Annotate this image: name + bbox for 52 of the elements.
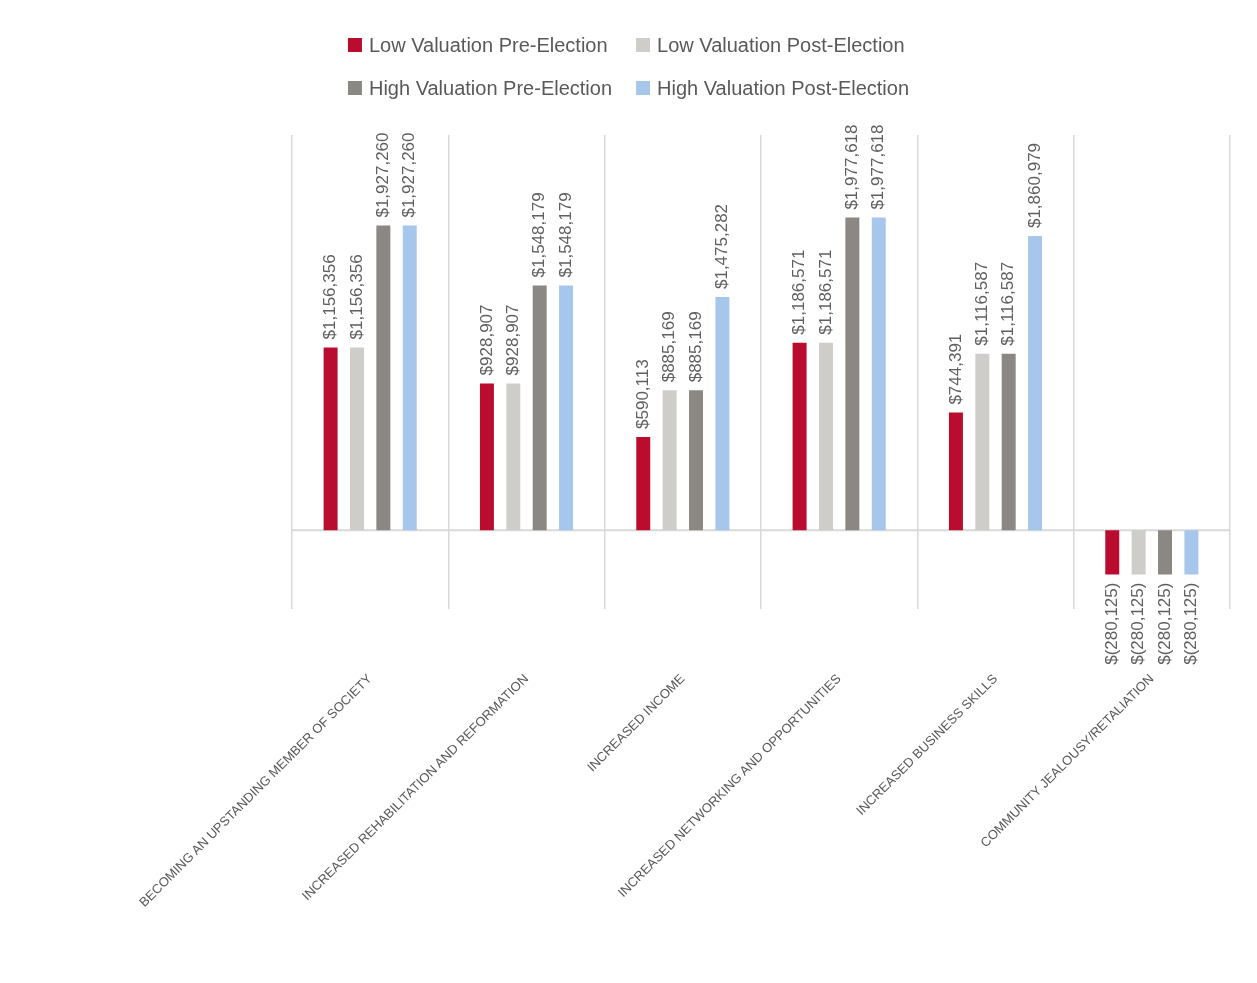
legend-label: High Valuation Post-Election xyxy=(657,76,910,99)
bar xyxy=(479,383,494,531)
bar xyxy=(845,217,860,531)
bar xyxy=(1105,530,1120,575)
bar xyxy=(1184,530,1199,575)
bar xyxy=(506,383,521,531)
data-label: $744,391 xyxy=(945,333,965,405)
bar xyxy=(662,390,677,531)
bar xyxy=(818,342,833,531)
bar xyxy=(948,412,963,531)
bar xyxy=(975,353,990,531)
bar xyxy=(1028,236,1043,531)
data-label: $1,116,587 xyxy=(972,261,991,346)
bar xyxy=(689,390,704,531)
bar xyxy=(1158,530,1173,575)
bar xyxy=(792,342,807,531)
bar xyxy=(1131,530,1146,575)
data-label: $(280,125) xyxy=(1101,582,1121,665)
bar xyxy=(715,297,730,531)
bar xyxy=(1001,353,1016,531)
bar xyxy=(532,285,547,531)
bar xyxy=(559,285,574,531)
data-label: $1,548,179 xyxy=(529,192,549,278)
data-label: $1,475,282 xyxy=(712,203,732,290)
data-label: $1,927,260 xyxy=(373,132,393,218)
data-label: $1,156,356 xyxy=(346,254,366,340)
data-label: $1,186,571 xyxy=(815,249,835,335)
data-label: $885,169 xyxy=(659,311,679,383)
bar xyxy=(376,225,391,531)
data-label: $928,907 xyxy=(476,304,496,376)
legend-label: High Valuation Pre-Election xyxy=(368,76,613,99)
data-label: $(280,125) xyxy=(1128,582,1148,665)
legend-label: Low Valuation Post-Election xyxy=(657,33,905,56)
data-label: $1,977,618 xyxy=(842,124,862,210)
data-label: $1,927,260 xyxy=(399,132,419,218)
bar xyxy=(636,436,651,531)
bar xyxy=(323,347,338,531)
data-label: $1,860,979 xyxy=(1024,142,1044,229)
bar xyxy=(871,217,886,531)
data-label: $1,116,587 xyxy=(998,261,1018,346)
data-label: $(280,125) xyxy=(1154,582,1174,665)
data-label: $1,548,179 xyxy=(555,192,575,278)
bar xyxy=(349,347,364,531)
data-label: $1,156,356 xyxy=(320,254,340,340)
data-label: $928,907 xyxy=(503,304,522,376)
data-label: $(280,125) xyxy=(1181,582,1201,665)
data-label: $1,186,571 xyxy=(789,249,809,335)
data-label: $590,113 xyxy=(632,359,652,429)
bar xyxy=(402,225,417,531)
data-label: $1,977,618 xyxy=(868,124,888,210)
legend-label: Low Valuation Pre-Election xyxy=(368,33,608,56)
data-label: $885,169 xyxy=(685,311,705,383)
